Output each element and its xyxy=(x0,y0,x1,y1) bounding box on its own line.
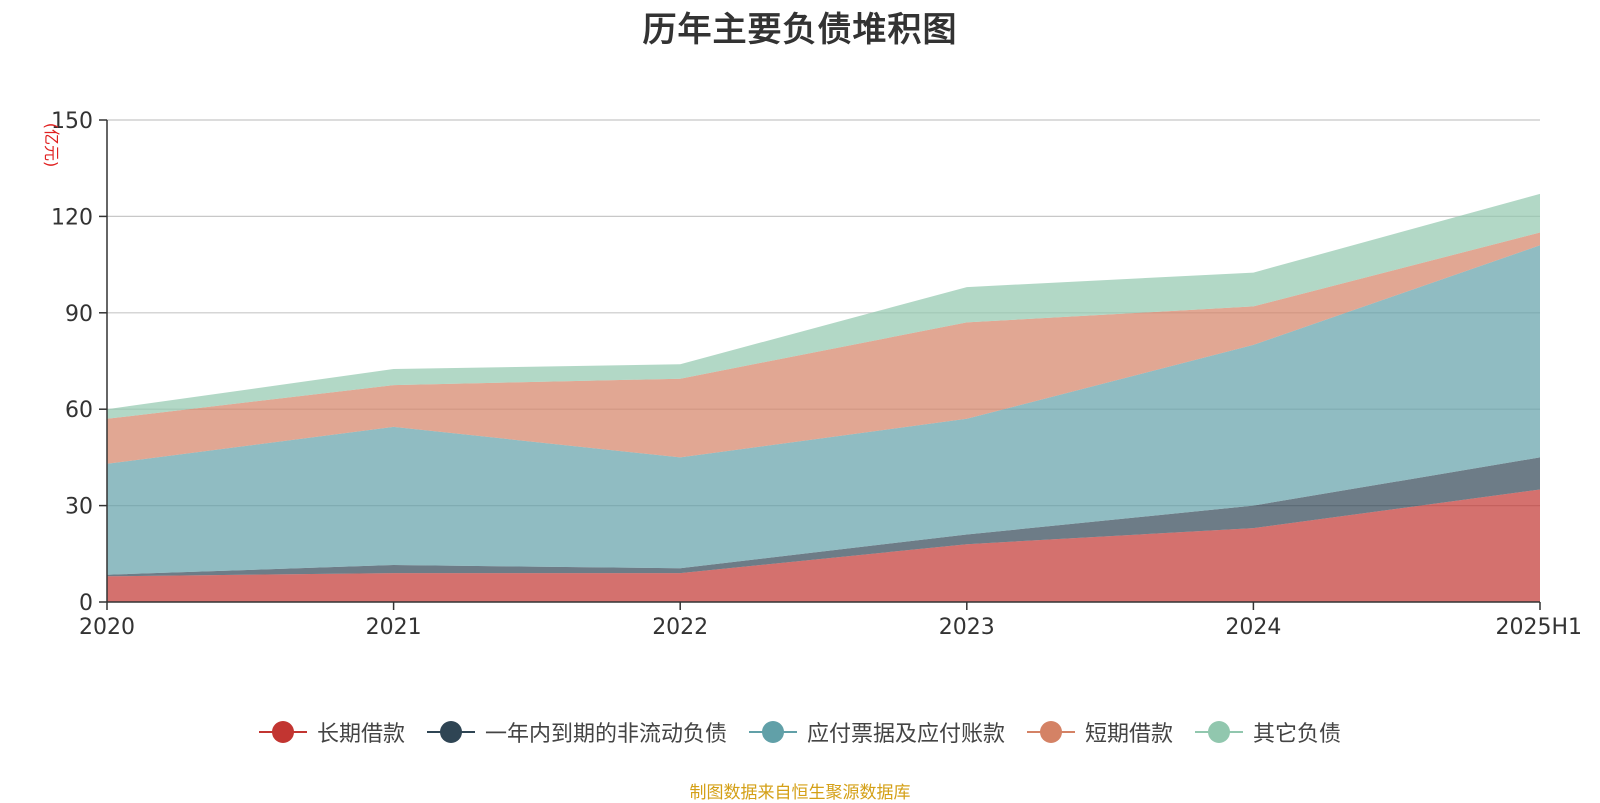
area-series-2 xyxy=(107,245,1540,575)
legend-label: 一年内到期的非流动负债 xyxy=(484,722,727,747)
x-tick-label: 2021 xyxy=(366,615,422,640)
data-point-s4-3 xyxy=(966,286,968,288)
y-tick-label: 30 xyxy=(65,495,93,520)
y-tick-label: 0 xyxy=(79,591,93,616)
data-point-s4-1 xyxy=(392,368,394,370)
x-tick-label: 2024 xyxy=(1225,615,1281,640)
legend-label: 长期借款 xyxy=(316,722,405,747)
axes: 0 30 60 90 120 150 2020 2021 2022 2023 2024 2025H1 xyxy=(51,109,1582,640)
area-series-0 xyxy=(107,489,1540,602)
x-tick-label: 2025H1 xyxy=(1495,615,1582,640)
data-point-s4-4 xyxy=(1252,271,1254,273)
y-tick-label: 150 xyxy=(51,109,93,134)
data-point-s4-2 xyxy=(679,363,681,365)
chart-title: 历年主要负债堆积图 xyxy=(642,10,958,50)
area-series-1 xyxy=(107,457,1540,577)
legend-item-1[interactable]: 一年内到期的非流动负债 xyxy=(426,716,727,748)
legend-label: 短期借款 xyxy=(1085,722,1174,747)
legend-marker-icon xyxy=(748,720,797,744)
legend-item-2[interactable]: 应付票据及应付账款 xyxy=(748,716,1005,748)
legend: 长期借款 一年内到期的非流动负债 应付票据及应付账款 短期借款 其它负债 xyxy=(0,716,1600,748)
legend-label: 应付票据及应付账款 xyxy=(806,722,1005,747)
legend-marker-icon xyxy=(258,720,307,744)
y-axis-unit-label: (亿元) xyxy=(42,123,61,168)
legend-label: 其它负债 xyxy=(1253,722,1342,747)
area-series-4 xyxy=(107,193,1540,419)
stacked-areas xyxy=(107,193,1541,602)
legend-item-4[interactable]: 其它负债 xyxy=(1195,716,1341,748)
y-tick-label: 120 xyxy=(51,205,93,230)
x-tick-label: 2022 xyxy=(652,615,708,640)
legend-marker-icon xyxy=(426,720,475,744)
x-tick-label: 2023 xyxy=(939,615,995,640)
source-note: 制图数据来自恒生聚源数据库 xyxy=(689,783,911,803)
data-point-s4-5 xyxy=(1539,193,1541,195)
y-tick-label: 60 xyxy=(65,398,93,423)
legend-item-3[interactable]: 短期借款 xyxy=(1027,716,1173,748)
legend-item-0[interactable]: 长期借款 xyxy=(258,716,405,748)
y-tick-label: 90 xyxy=(65,302,93,327)
x-tick-label: 2020 xyxy=(79,615,135,640)
legend-marker-icon xyxy=(1195,720,1244,744)
legend-marker-icon xyxy=(1027,720,1075,744)
area-series-3 xyxy=(107,232,1540,464)
